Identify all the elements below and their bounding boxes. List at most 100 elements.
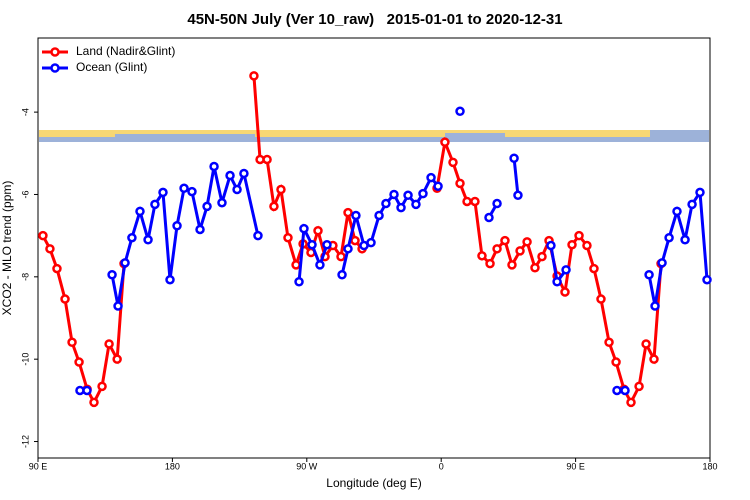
data-point	[530, 263, 540, 273]
data-point	[649, 354, 659, 364]
data-point	[187, 186, 197, 197]
data-point	[253, 230, 263, 241]
data-point	[644, 270, 654, 280]
data-point	[426, 172, 436, 183]
data-point	[239, 168, 249, 179]
data-point	[232, 184, 242, 195]
data-point	[582, 240, 592, 251]
data-point	[179, 183, 189, 194]
data-point	[567, 239, 577, 250]
data-point	[634, 381, 644, 392]
data-point	[403, 190, 413, 201]
data-point	[336, 251, 346, 262]
data-point	[337, 270, 347, 280]
data-point	[113, 301, 123, 311]
data-point	[283, 232, 293, 243]
data-point	[291, 260, 301, 270]
data-point	[484, 212, 494, 223]
data-point	[470, 196, 480, 207]
data-point	[209, 161, 219, 172]
data-point	[664, 232, 674, 243]
data-point	[574, 230, 584, 241]
data-point	[67, 337, 77, 348]
data-point	[411, 199, 421, 210]
x-tick-label: 90 E	[566, 461, 585, 471]
legend-label: Ocean (Glint)	[76, 60, 147, 74]
data-point	[172, 221, 182, 231]
data-point	[477, 251, 487, 261]
data-point	[485, 258, 495, 269]
data-point	[350, 235, 360, 246]
data-point	[135, 206, 145, 217]
data-point	[381, 198, 391, 209]
chart-title: 45N-50N July (Ver 10_raw) 2015-01-01 to …	[187, 11, 562, 28]
data-point	[589, 263, 599, 274]
data-point	[561, 265, 571, 275]
data-point	[307, 239, 317, 250]
data-point	[687, 199, 697, 210]
data-point	[507, 260, 517, 270]
data-point	[650, 301, 660, 311]
data-point	[672, 206, 682, 217]
data-point	[462, 196, 472, 207]
x-tick-label: 90 E	[29, 461, 48, 471]
data-point	[433, 181, 443, 191]
data-point	[343, 207, 353, 218]
data-point	[217, 197, 227, 208]
map-strip	[39, 130, 709, 142]
data-point	[612, 385, 622, 396]
data-point	[455, 178, 465, 189]
x-tick-label: 0	[439, 461, 444, 471]
data-point	[294, 277, 304, 287]
data-point	[418, 188, 428, 199]
data-point	[120, 258, 130, 268]
data-point	[552, 277, 562, 287]
data-point	[104, 339, 114, 349]
data-point	[455, 106, 465, 117]
data-point	[657, 258, 667, 268]
data-point	[537, 251, 547, 262]
series-line	[435, 136, 663, 406]
data-point	[366, 237, 376, 248]
data-point	[374, 210, 384, 221]
y-axis-label: XCO2 - MLO trend (ppm)	[0, 181, 14, 316]
data-point	[509, 153, 519, 163]
x-axis-label: Longitude (deg E)	[326, 476, 421, 490]
data-point	[695, 187, 705, 198]
y-tick-label: -10	[20, 353, 30, 366]
data-point	[74, 357, 84, 367]
data-point	[299, 223, 309, 234]
data-point	[513, 190, 523, 201]
data-point	[38, 230, 48, 241]
x-tick-label: 90 W	[296, 461, 318, 471]
data-point	[515, 246, 525, 256]
data-point	[560, 287, 570, 297]
data-point	[680, 235, 690, 245]
plot-frame	[37, 37, 711, 459]
data-point	[343, 244, 353, 254]
data-point	[351, 210, 361, 221]
y-tick-label: -8	[20, 273, 30, 281]
data-point	[89, 397, 99, 408]
data-point	[276, 184, 286, 195]
data-point	[641, 339, 651, 349]
data-point	[596, 294, 606, 304]
series-line	[512, 158, 520, 196]
legend-marker	[50, 47, 60, 57]
data-point	[492, 198, 502, 209]
data-point	[611, 357, 621, 367]
data-point	[107, 270, 117, 280]
data-point	[249, 71, 259, 81]
data-point	[389, 189, 399, 200]
data-point	[322, 239, 332, 250]
data-point	[97, 381, 107, 392]
data-point	[127, 232, 137, 243]
data-point	[448, 157, 458, 168]
data-point	[396, 202, 406, 213]
y-tick-label: -4	[20, 108, 30, 116]
series-line	[252, 75, 364, 270]
data-point	[112, 354, 122, 364]
y-tick-label: -6	[20, 190, 30, 198]
data-point	[262, 154, 272, 165]
